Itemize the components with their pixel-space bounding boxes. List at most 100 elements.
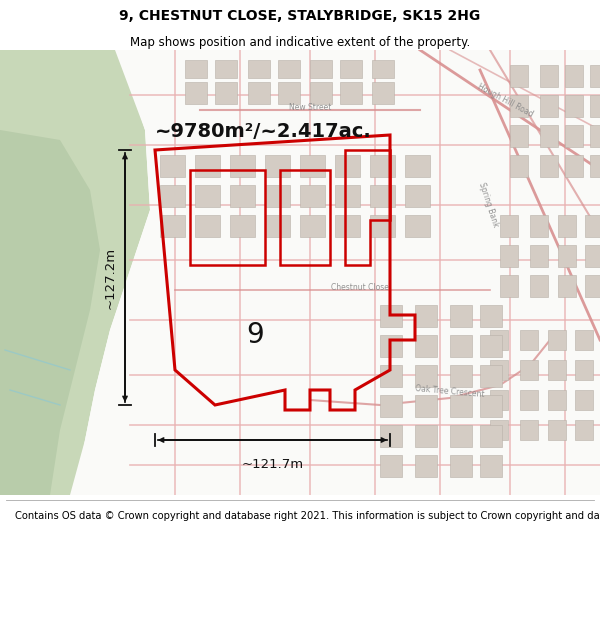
Bar xyxy=(480,455,502,477)
Bar xyxy=(195,215,220,237)
Bar xyxy=(490,390,508,410)
Bar xyxy=(340,60,362,78)
Bar xyxy=(230,185,255,207)
Bar xyxy=(590,65,600,87)
Bar xyxy=(548,390,566,410)
Bar xyxy=(370,155,395,177)
Polygon shape xyxy=(0,130,100,495)
Bar xyxy=(565,65,583,87)
Bar xyxy=(265,185,290,207)
Bar xyxy=(300,185,325,207)
Bar xyxy=(265,215,290,237)
Bar xyxy=(335,215,360,237)
Bar xyxy=(415,305,437,327)
Text: Hough Hill Road: Hough Hill Road xyxy=(476,82,534,118)
Bar xyxy=(558,215,576,237)
Bar xyxy=(372,82,394,104)
Bar xyxy=(490,330,508,350)
Bar xyxy=(585,215,600,237)
Text: Oak Tree Crescent: Oak Tree Crescent xyxy=(415,384,485,399)
Bar xyxy=(500,245,518,267)
Bar xyxy=(230,155,255,177)
Bar xyxy=(415,455,437,477)
Bar xyxy=(160,185,185,207)
Bar xyxy=(510,125,528,147)
Bar xyxy=(480,425,502,447)
Bar xyxy=(540,125,558,147)
Bar xyxy=(548,420,566,440)
Text: ~9780m²/~2.417ac.: ~9780m²/~2.417ac. xyxy=(155,122,372,141)
Bar xyxy=(510,65,528,87)
Bar xyxy=(248,82,270,104)
Bar xyxy=(450,335,472,357)
Bar xyxy=(520,390,538,410)
Text: Chestnut Close: Chestnut Close xyxy=(331,282,389,291)
Bar xyxy=(160,215,185,237)
Bar xyxy=(558,245,576,267)
Text: 9, CHESTNUT CLOSE, STALYBRIDGE, SK15 2HG: 9, CHESTNUT CLOSE, STALYBRIDGE, SK15 2HG xyxy=(119,9,481,23)
Text: Map shows position and indicative extent of the property.: Map shows position and indicative extent… xyxy=(130,36,470,49)
Bar xyxy=(380,335,402,357)
Bar xyxy=(450,305,472,327)
Bar xyxy=(520,360,538,380)
Bar xyxy=(558,275,576,297)
Bar xyxy=(415,395,437,417)
Bar xyxy=(335,185,360,207)
Bar xyxy=(215,60,237,78)
Bar xyxy=(510,95,528,117)
Bar xyxy=(565,95,583,117)
Bar xyxy=(450,455,472,477)
Bar xyxy=(335,155,360,177)
Bar xyxy=(265,155,290,177)
Bar xyxy=(540,65,558,87)
Bar xyxy=(415,335,437,357)
Bar xyxy=(230,215,255,237)
Bar xyxy=(585,245,600,267)
Bar xyxy=(370,185,395,207)
Bar xyxy=(480,395,502,417)
Bar xyxy=(565,125,583,147)
Bar xyxy=(370,215,395,237)
Bar xyxy=(530,275,548,297)
Bar xyxy=(415,365,437,387)
Bar xyxy=(372,60,394,78)
Bar xyxy=(340,82,362,104)
Bar xyxy=(500,215,518,237)
Bar xyxy=(480,305,502,327)
Bar xyxy=(575,330,593,350)
Bar xyxy=(310,82,332,104)
Bar xyxy=(248,60,270,78)
Bar xyxy=(490,420,508,440)
Bar xyxy=(380,365,402,387)
Bar xyxy=(380,455,402,477)
Bar xyxy=(300,215,325,237)
Bar xyxy=(450,395,472,417)
Bar xyxy=(575,360,593,380)
Bar xyxy=(278,82,300,104)
Bar xyxy=(405,155,430,177)
Text: ~121.7m: ~121.7m xyxy=(241,458,304,471)
Bar xyxy=(405,185,430,207)
Bar xyxy=(195,155,220,177)
Bar xyxy=(590,95,600,117)
Bar xyxy=(195,185,220,207)
Bar xyxy=(548,360,566,380)
Bar xyxy=(278,60,300,78)
Bar xyxy=(540,155,558,177)
Text: Contains OS data © Crown copyright and database right 2021. This information is : Contains OS data © Crown copyright and d… xyxy=(15,511,600,521)
Bar xyxy=(590,125,600,147)
Bar xyxy=(185,60,207,78)
Bar xyxy=(405,215,430,237)
Bar xyxy=(300,155,325,177)
Bar xyxy=(450,365,472,387)
Bar xyxy=(530,215,548,237)
Bar xyxy=(160,155,185,177)
Bar xyxy=(310,60,332,78)
Bar xyxy=(490,360,508,380)
Bar xyxy=(565,155,583,177)
Bar xyxy=(530,245,548,267)
Bar xyxy=(510,155,528,177)
Bar xyxy=(548,330,566,350)
Bar xyxy=(450,425,472,447)
Bar xyxy=(520,420,538,440)
